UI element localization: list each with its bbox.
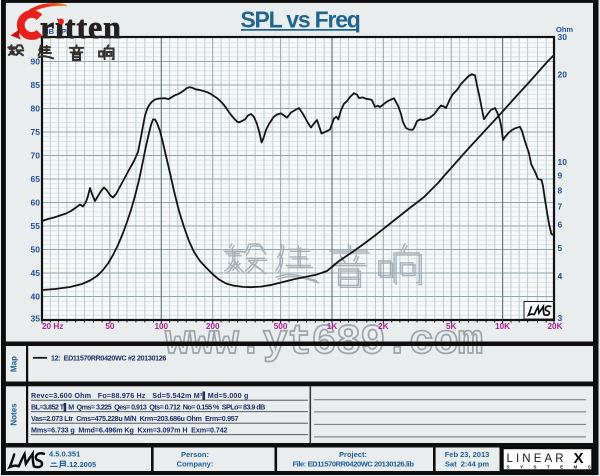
- svg-text:SPL vs Freq: SPL vs Freq: [240, 7, 359, 33]
- svg-text:3: 3: [558, 313, 563, 323]
- svg-text:Vas=2.073 Ltr Cms=475.228u M/: Vas=2.073 Ltr Cms=475.228u M/N Krm=203.6…: [31, 414, 238, 423]
- svg-text:Project:: Project:: [339, 450, 367, 459]
- svg-text:12: ED11570RR0420WC #2 201301: 12: ED11570RR0420WC #2 20130126: [51, 353, 166, 362]
- svg-text:10K: 10K: [495, 322, 510, 331]
- svg-text:80: 80: [31, 104, 41, 114]
- svg-text:20K: 20K: [547, 322, 562, 331]
- svg-text:500: 500: [274, 322, 288, 331]
- svg-text:85: 85: [31, 80, 41, 90]
- svg-text:2K: 2K: [378, 322, 389, 331]
- svg-text:5: 5: [558, 243, 563, 253]
- svg-text:40: 40: [31, 292, 41, 302]
- svg-text:ritten: ritten: [40, 9, 122, 45]
- svg-text:File: ED11570RR0420WC 20130126: File: ED11570RR0420WC 20130126.lib: [292, 460, 414, 469]
- svg-text:Ohm: Ohm: [556, 25, 573, 34]
- svg-text:Revc=3.600 Ohm Fo=88.976 Hz: Revc=3.600 Ohm Fo=88.976 Hz Sd=5.542m M²…: [31, 391, 249, 401]
- svg-text:60: 60: [31, 198, 41, 208]
- svg-text:35: 35: [31, 314, 41, 324]
- svg-text:10: 10: [558, 157, 568, 167]
- svg-text:70: 70: [31, 151, 41, 161]
- svg-text:7: 7: [558, 202, 563, 212]
- svg-text:9: 9: [558, 171, 563, 181]
- svg-text:Feb 23, 2013: Feb 23, 2013: [445, 450, 490, 459]
- svg-text:45: 45: [31, 268, 41, 278]
- svg-text:4: 4: [558, 271, 563, 281]
- svg-text:50: 50: [105, 322, 115, 331]
- svg-text:Mms=6.733 g Mmd=6.496m Kg Kx: Mms=6.733 g Mmd=6.496m Kg Kxm=3.097m H E…: [31, 426, 228, 435]
- svg-text:4.5.0.351: 4.5.0.351: [49, 450, 80, 459]
- svg-text:6: 6: [558, 220, 563, 230]
- svg-text:50: 50: [31, 245, 41, 255]
- svg-text:100: 100: [154, 322, 168, 331]
- svg-text:75: 75: [31, 127, 41, 137]
- svg-text:.12.2005: .12.2005: [67, 460, 96, 469]
- svg-text:200: 200: [206, 322, 220, 331]
- svg-text:X: X: [574, 450, 584, 467]
- svg-text:1K: 1K: [327, 322, 338, 331]
- svg-text:90: 90: [31, 57, 41, 67]
- svg-text:20: 20: [558, 70, 568, 80]
- svg-text:SYSTEMS: SYSTEMS: [507, 465, 600, 470]
- svg-text:55: 55: [31, 221, 41, 231]
- svg-text:Notes: Notes: [10, 403, 19, 426]
- svg-text:5K: 5K: [446, 322, 457, 331]
- svg-text:Person:: Person:: [181, 450, 209, 459]
- svg-text:8: 8: [558, 186, 563, 196]
- svg-text:30: 30: [558, 32, 568, 42]
- svg-text:Map: Map: [10, 356, 19, 372]
- svg-text:BL=3.852 T▌M Qms= 3.225 Qes=: BL=3.852 T▌M Qms= 3.225 Qes= 0.913 Qts= …: [31, 403, 265, 413]
- svg-text:65: 65: [31, 174, 41, 184]
- svg-text:LINEAR: LINEAR: [507, 453, 567, 465]
- svg-text:dB SPL: dB SPL: [44, 27, 71, 36]
- svg-text:20 Hz: 20 Hz: [42, 322, 63, 331]
- svg-text:Sat 2:44 pm: Sat 2:44 pm: [445, 460, 490, 469]
- svg-text:Company:: Company:: [177, 460, 214, 469]
